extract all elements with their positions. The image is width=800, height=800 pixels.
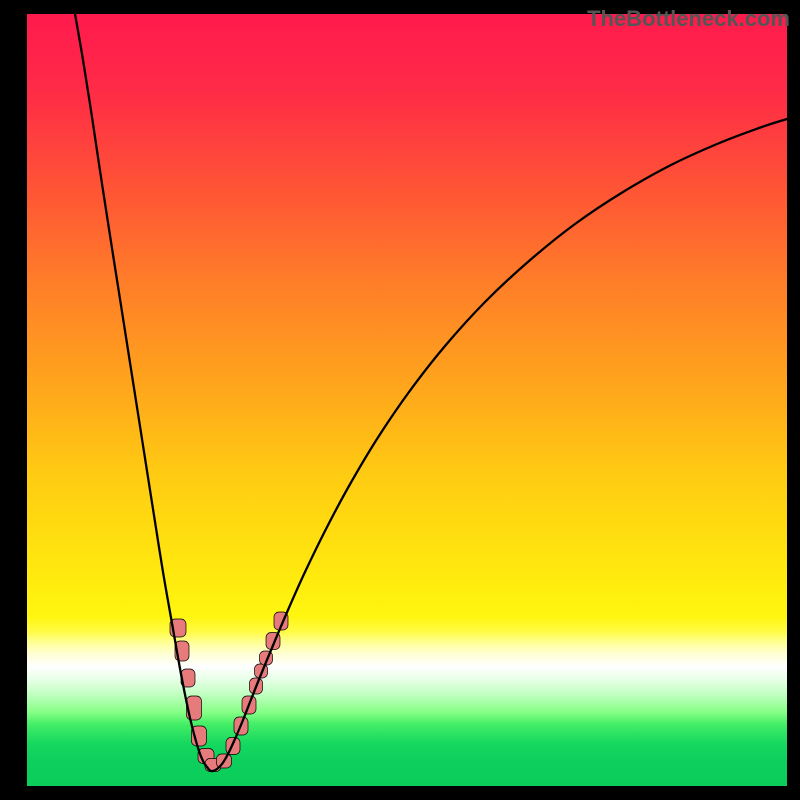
watermark-text: TheBottleneck.com — [587, 6, 790, 32]
chart-frame: TheBottleneck.com — [0, 0, 800, 800]
curve-layer — [27, 14, 787, 786]
plot-area — [27, 14, 787, 786]
